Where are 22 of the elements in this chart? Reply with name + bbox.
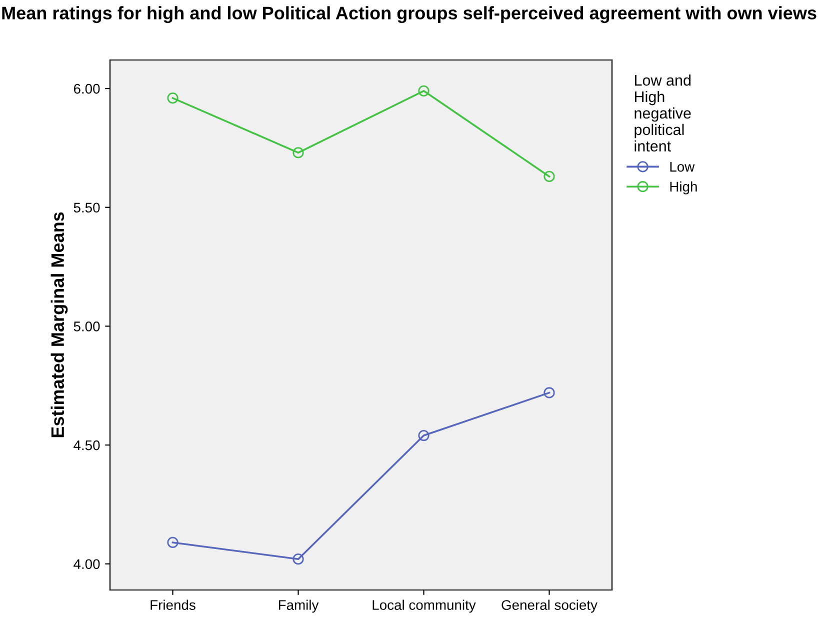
y-axis-title: Estimated Marginal Means: [50, 212, 68, 438]
y-tick-label: 4.50: [74, 440, 100, 450]
y-tick-label: 5.00: [74, 322, 100, 332]
legend-label: Low: [670, 162, 695, 172]
y-tick-label: 5.50: [74, 202, 100, 213]
point: [418, 85, 430, 96]
point: [167, 536, 178, 548]
x-tick-label: Friends: [150, 600, 196, 610]
x-tick-label: Local community: [372, 600, 476, 613]
y-tick-label: 6.00: [74, 84, 100, 94]
point: [544, 170, 555, 182]
legend-label: High: [670, 181, 697, 194]
point: [292, 554, 304, 565]
legend-title: Low and High negative political intent: [634, 74, 691, 152]
x-tick-label: Family: [278, 600, 319, 613]
chart-title: Mean ratings for high and low Political Action groups self-perceived agreement with own views: [2, 6, 816, 24]
point: [544, 387, 555, 398]
point: [418, 430, 430, 442]
y-tick-label: 4.00: [74, 559, 100, 570]
point: [292, 147, 304, 158]
x-tick-label: General society: [502, 600, 598, 613]
point: [167, 92, 178, 104]
